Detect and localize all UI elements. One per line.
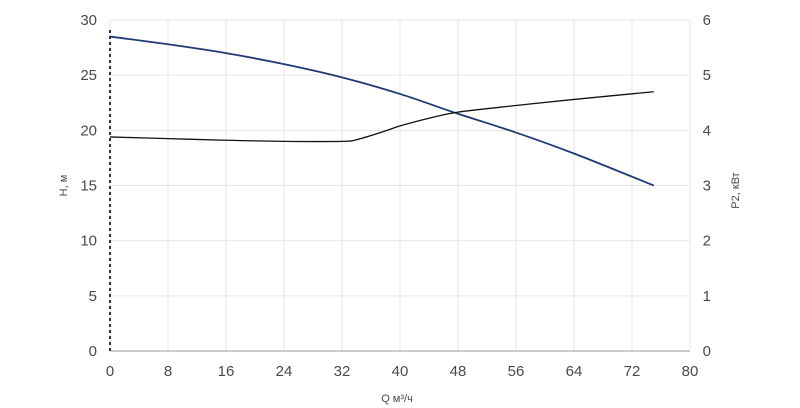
y-left-tick-label: 20 bbox=[80, 122, 97, 139]
y-axis-left-title: H, м bbox=[58, 175, 70, 197]
x-tick-label: 0 bbox=[106, 363, 114, 380]
y-right-tick-label: 1 bbox=[703, 288, 711, 305]
x-tick-label: 72 bbox=[624, 363, 641, 380]
y-right-tick-label: 2 bbox=[703, 233, 711, 250]
y-left-tick-label: 15 bbox=[80, 178, 97, 195]
x-tick-label: 80 bbox=[682, 363, 699, 380]
y-axis-right-title: P2, кВт bbox=[730, 172, 742, 208]
x-tick-label: 24 bbox=[276, 363, 293, 380]
y-left-tick-label: 10 bbox=[80, 233, 97, 250]
x-tick-label: 8 bbox=[164, 363, 172, 380]
y-left-tick-label: 0 bbox=[89, 343, 97, 360]
x-tick-label: 48 bbox=[450, 363, 467, 380]
y-right-tick-label: 3 bbox=[703, 178, 711, 195]
y-right-tick-label: 6 bbox=[703, 12, 711, 29]
x-axis-title: Q м³/ч bbox=[381, 393, 413, 405]
x-tick-label: 32 bbox=[334, 363, 351, 380]
axes bbox=[109, 30, 690, 352]
power-curve-line bbox=[109, 91, 654, 143]
y-right-tick-label: 4 bbox=[703, 122, 711, 139]
head-curve-line bbox=[109, 35, 655, 187]
x-tick-label: 64 bbox=[566, 363, 583, 380]
y-right-tick-label: 5 bbox=[703, 67, 711, 84]
x-tick-label: 56 bbox=[508, 363, 525, 380]
y-left-tick-label: 5 bbox=[89, 288, 97, 305]
x-tick-label: 40 bbox=[392, 363, 409, 380]
x-tick-label: 16 bbox=[218, 363, 235, 380]
series-lines bbox=[109, 35, 655, 187]
y-left-tick-label: 30 bbox=[80, 12, 97, 29]
gridlines bbox=[109, 19, 691, 352]
y-right-tick-label: 0 bbox=[703, 343, 711, 360]
y-left-tick-label: 25 bbox=[80, 67, 97, 84]
